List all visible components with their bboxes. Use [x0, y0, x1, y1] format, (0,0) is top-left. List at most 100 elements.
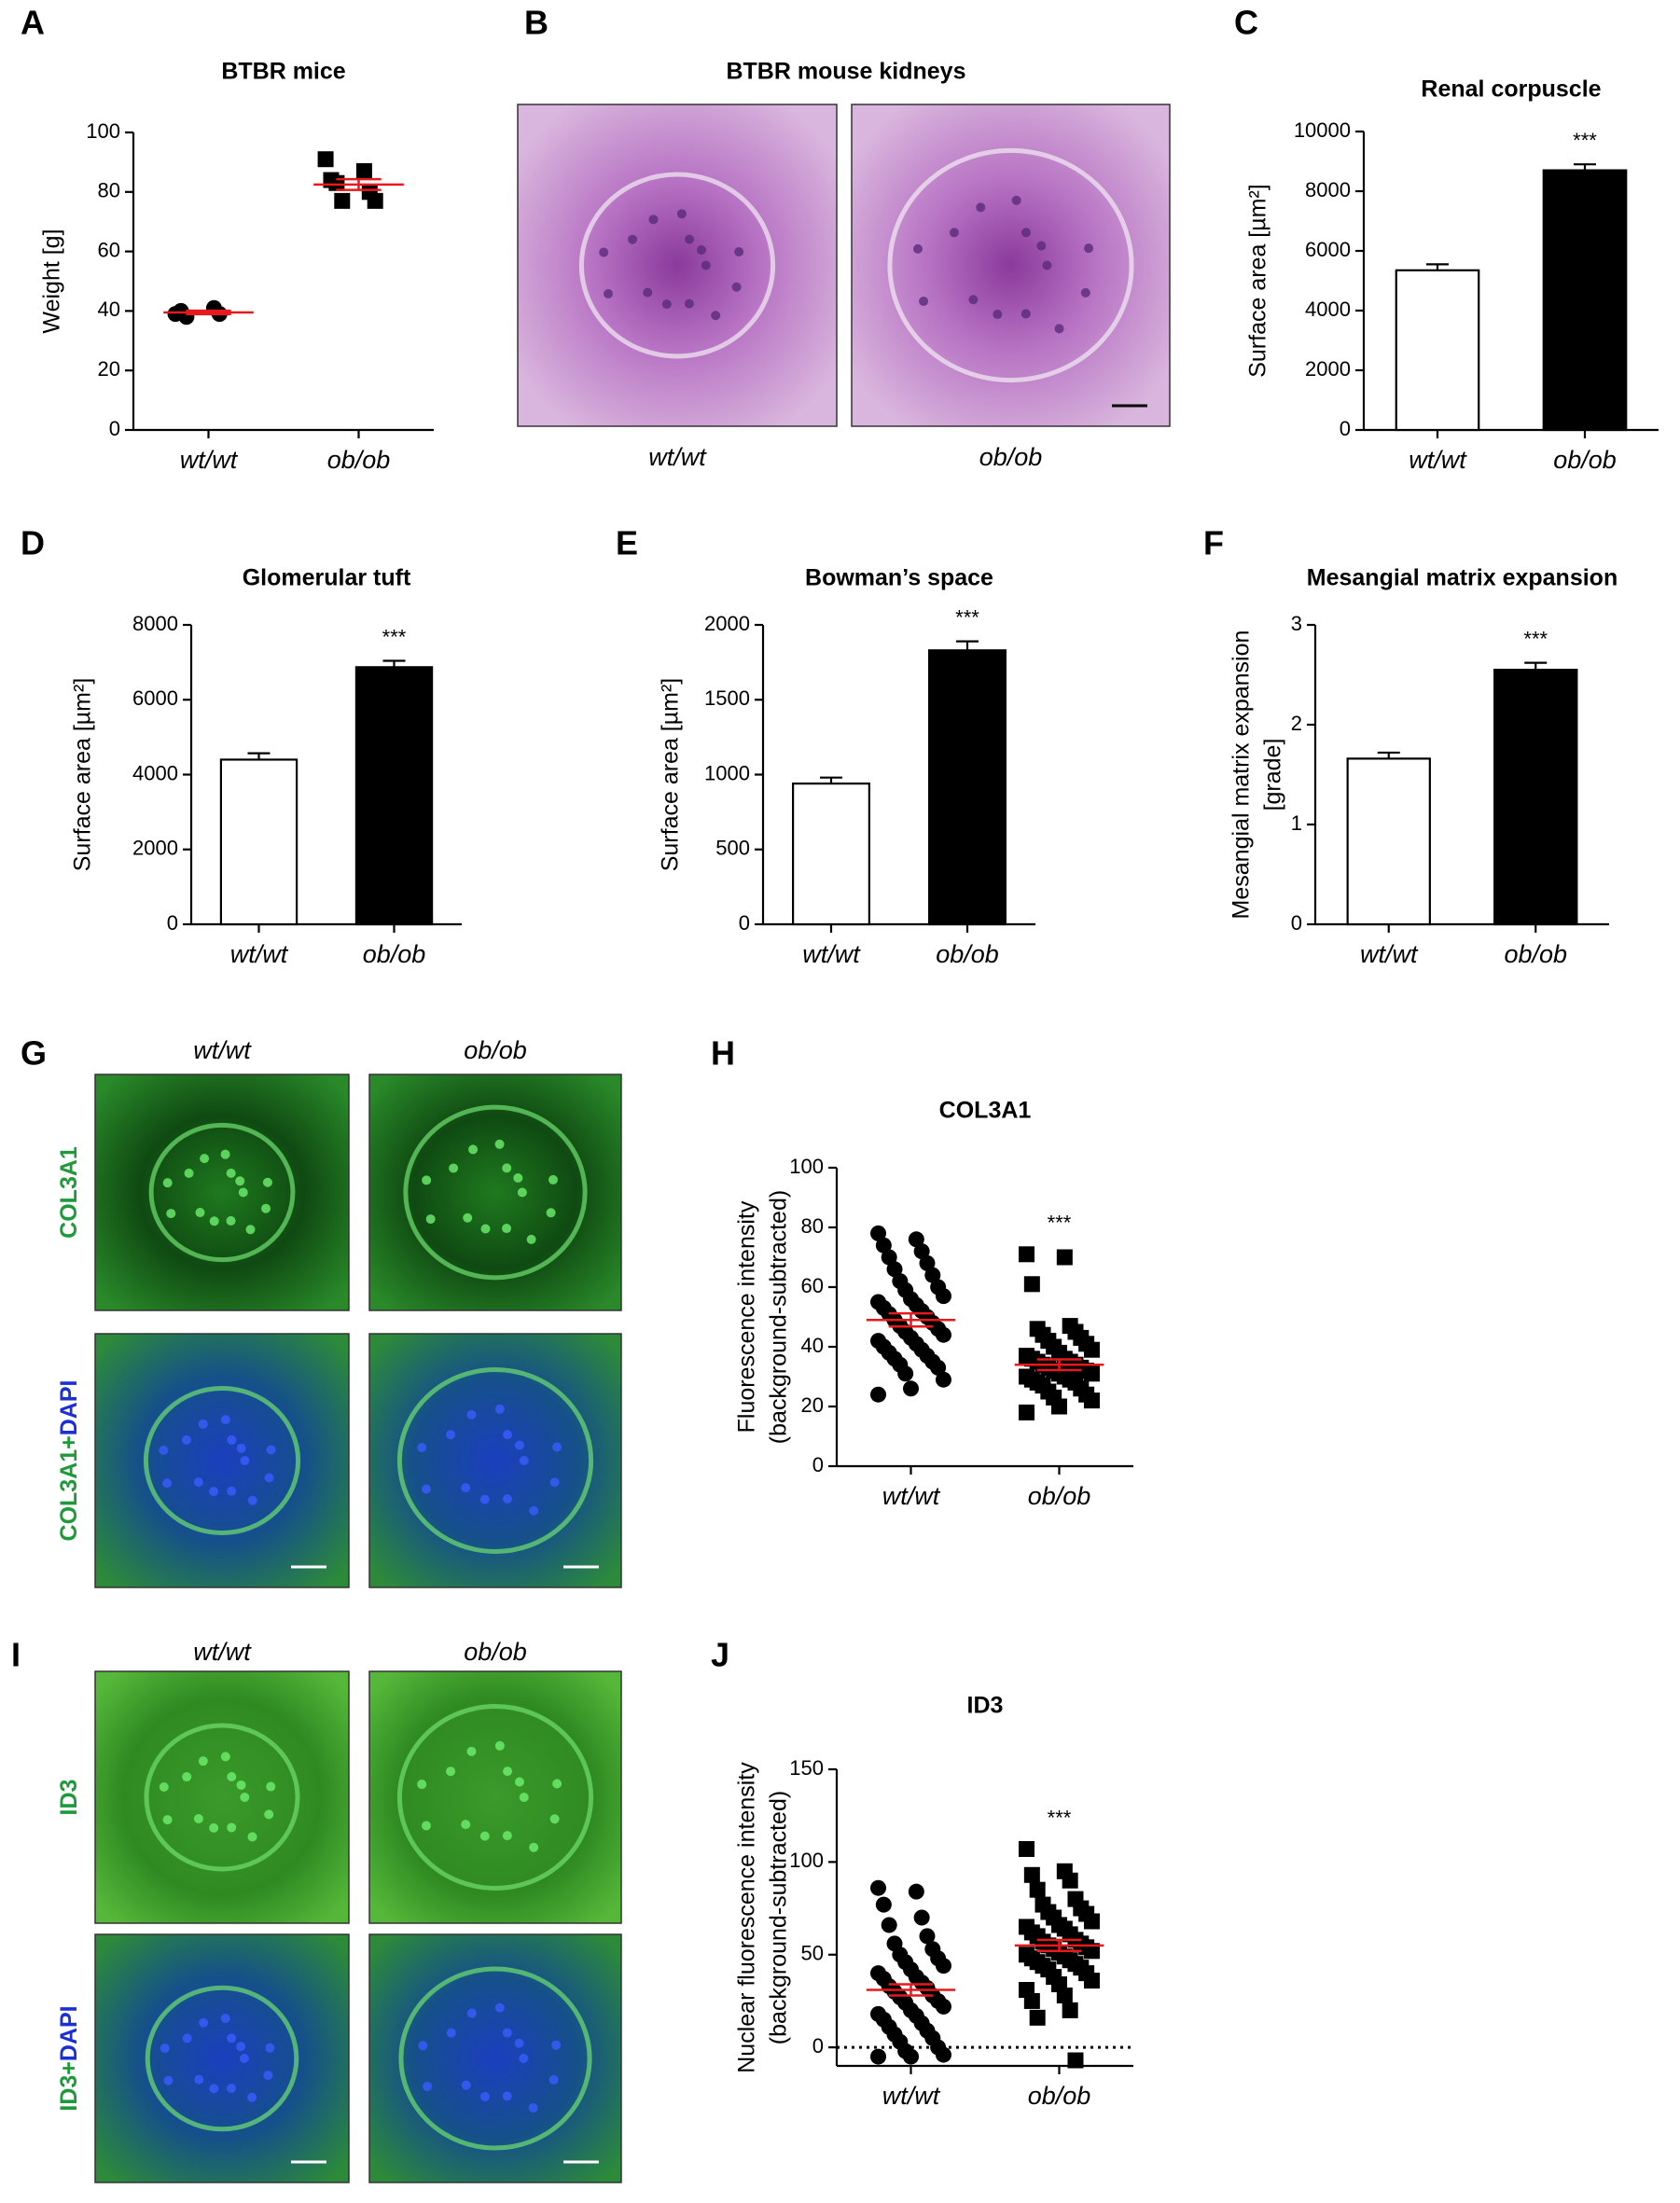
panel-letter: C	[1234, 4, 1258, 42]
point	[1019, 1840, 1035, 1857]
nucleus	[193, 1477, 203, 1488]
point	[1023, 1866, 1040, 1883]
nucleus	[1080, 287, 1090, 298]
nucleus	[604, 289, 614, 299]
point	[1062, 2002, 1078, 2018]
x-tick-label: ob/ob	[936, 940, 999, 968]
y-tick-label: 2000	[132, 837, 178, 860]
row-label-part: DAPI	[56, 2005, 82, 2061]
nucleus	[731, 282, 742, 292]
micrograph	[94, 1333, 350, 1588]
nucleus	[599, 247, 609, 257]
nucleus	[684, 298, 694, 309]
nucleus	[514, 1777, 524, 1787]
nucleus	[643, 287, 653, 298]
panel-letter: G	[21, 1034, 47, 1073]
y-tick-label: 0	[1291, 911, 1302, 935]
nucleus	[236, 1780, 246, 1790]
nucleus	[734, 246, 744, 256]
nucleus	[247, 1495, 257, 1505]
glomerulus	[398, 1966, 592, 2151]
y-tick-label: 80	[801, 1214, 824, 1238]
nucleus	[529, 1842, 539, 1852]
column-label: ob/ob	[979, 443, 1043, 471]
nucleus	[549, 1477, 560, 1488]
y-tick-label: 1500	[704, 686, 750, 710]
y-tick-label: 2000	[1305, 357, 1351, 381]
y-tick-label: 2	[1291, 712, 1302, 735]
micrograph	[368, 1670, 622, 1924]
nucleus	[193, 1813, 203, 1823]
x-tick-label: wt/wt	[882, 2082, 941, 2110]
significance: ***	[382, 625, 407, 648]
nucleus	[519, 1456, 529, 1465]
x-tick-label: wt/wt	[180, 446, 239, 474]
point	[334, 192, 351, 209]
nucleus	[238, 1187, 248, 1198]
nucleus	[1036, 241, 1047, 251]
nucleus	[266, 1445, 276, 1455]
significance: ***	[1573, 129, 1597, 152]
nucleus	[236, 1443, 246, 1453]
nucleus	[247, 2092, 257, 2102]
y-axis-label: Weight [g]	[39, 229, 65, 333]
y-axis-label: Nuclear fluorescence intensity	[734, 1762, 760, 2073]
point	[897, 1365, 914, 1382]
chart-title: BTBR mice	[221, 59, 345, 85]
nucleus	[466, 1409, 477, 1420]
y-tick-label: 0	[1340, 417, 1351, 440]
nucleus	[162, 1178, 173, 1188]
nucleus	[422, 1484, 432, 1494]
nucleus	[264, 1809, 274, 1820]
micrograph	[368, 1333, 622, 1588]
row-label: COL3A1+DAPI	[56, 1380, 82, 1542]
row-label-part: ID3+	[56, 2061, 82, 2112]
nucleus	[220, 1149, 230, 1159]
point	[935, 1998, 951, 2015]
micrograph	[94, 1933, 350, 2183]
column-label: ob/ob	[464, 1036, 527, 1064]
nucleus	[200, 1154, 210, 1164]
chart-title: Renal corpuscle	[1421, 76, 1601, 103]
point	[908, 1231, 924, 1248]
nucleus	[685, 234, 695, 244]
x-tick-label: wt/wt	[230, 940, 289, 968]
nucleus	[446, 1430, 456, 1440]
chart-title: Glomerular tuft	[243, 565, 411, 591]
y-tick-label: 60	[98, 238, 120, 261]
nucleus	[494, 2002, 505, 2013]
nucleus	[162, 1815, 173, 1825]
nucleus	[162, 1478, 173, 1489]
point	[935, 1326, 951, 1343]
y-tick-label: 20	[801, 1393, 824, 1417]
nucleus	[479, 2091, 490, 2101]
nucleus	[446, 1767, 456, 1777]
nucleus	[422, 1821, 432, 1831]
point	[913, 1243, 930, 1260]
nucleus	[182, 2033, 192, 2044]
y-axis-label: Fluorescence intensity	[734, 1200, 760, 1433]
nucleus	[502, 1494, 512, 1504]
nucleus	[239, 2054, 249, 2063]
nucleus	[552, 1779, 562, 1789]
y-tick-label: 0	[739, 911, 750, 935]
x-tick-label: ob/ob	[1028, 2082, 1091, 2110]
y-axis-label: Surface area [µm²]	[1245, 184, 1271, 378]
panel-letter: H	[711, 1034, 735, 1073]
nucleus	[628, 234, 638, 244]
glomerulus	[578, 172, 776, 359]
chart-title: COL3A1	[939, 1098, 1032, 1124]
nucleus	[551, 2040, 562, 2050]
panel-letter: I	[11, 1636, 21, 1674]
point	[935, 1958, 951, 1974]
bar	[1395, 269, 1480, 432]
point	[870, 1386, 887, 1403]
x-tick-label: wt/wt	[1409, 446, 1467, 474]
point	[875, 1237, 892, 1254]
point	[1023, 1276, 1040, 1293]
bar	[1493, 669, 1578, 926]
nucleus	[919, 297, 929, 307]
y-axis-label: (background-subtracted)	[766, 1791, 792, 2044]
nucleus	[513, 1173, 523, 1184]
nucleus	[519, 2054, 529, 2063]
